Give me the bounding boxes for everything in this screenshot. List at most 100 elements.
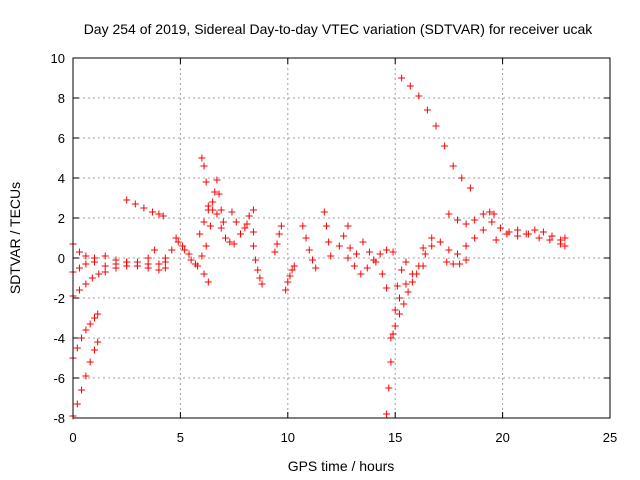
data-point [271, 248, 279, 256]
data-point [185, 250, 193, 258]
data-point [200, 270, 208, 278]
x-tick-labels: 0 5 10 15 20 25 [69, 430, 617, 445]
data-point [535, 234, 543, 242]
x-tick-label: 20 [495, 430, 509, 445]
data-point [340, 232, 348, 240]
data-point [365, 248, 373, 256]
data-point [449, 162, 457, 170]
data-point [387, 358, 395, 366]
data-point [557, 236, 565, 244]
data-point [258, 280, 266, 288]
data-point [155, 210, 163, 218]
data-point [88, 274, 96, 282]
y-axis-label: SDTVAR / TECUs [7, 182, 23, 294]
data-point [344, 222, 352, 230]
data-point [213, 176, 221, 184]
data-point [479, 210, 487, 218]
data-point [514, 232, 522, 240]
data-point [101, 262, 109, 270]
data-point [453, 250, 461, 258]
data-point [402, 280, 410, 288]
y-tick-label: -6 [53, 371, 65, 386]
data-point [359, 238, 367, 246]
data-point [82, 252, 90, 260]
data-point [372, 258, 380, 266]
data-point [449, 260, 457, 268]
data-point [284, 278, 292, 286]
data-point [172, 234, 180, 242]
y-tick-labels: -8 -6 -4 -2 0 2 4 6 8 10 [51, 51, 65, 426]
data-point [389, 248, 397, 256]
data-point [488, 218, 496, 226]
data-point [198, 154, 206, 162]
data-point [428, 234, 436, 242]
data-point [73, 344, 81, 352]
chart-title: Day 254 of 2019, Sidereal Day-to-day VTE… [84, 21, 594, 37]
data-point [123, 196, 131, 204]
data-point [400, 300, 408, 308]
data-point [254, 266, 262, 274]
data-point [353, 250, 361, 258]
data-point [245, 212, 253, 220]
data-point [82, 326, 90, 334]
data-point [148, 208, 156, 216]
data-point [187, 256, 195, 264]
data-point [174, 238, 182, 246]
data-point [322, 222, 330, 230]
data-point [161, 254, 169, 262]
data-point [441, 142, 449, 150]
data-point [496, 224, 504, 232]
axis-ticks [72, 57, 611, 419]
data-point [327, 252, 335, 260]
data-point [445, 210, 453, 218]
data-point [230, 240, 238, 248]
data-point [222, 234, 230, 242]
data-point [539, 228, 547, 236]
data-point [241, 224, 249, 232]
data-point [436, 238, 444, 246]
data-point [209, 198, 217, 206]
data-point [161, 264, 169, 272]
data-point [202, 242, 210, 250]
y-tick-label: 8 [58, 91, 65, 106]
data-point [346, 244, 354, 252]
data-point [249, 228, 257, 236]
data-point [312, 264, 320, 272]
data-point [123, 258, 131, 266]
data-point [391, 306, 399, 314]
data-point [531, 226, 539, 234]
data-point [78, 386, 86, 394]
data-point [243, 220, 251, 228]
x-tick-label: 5 [177, 430, 184, 445]
data-point [232, 218, 240, 226]
data-point [82, 372, 90, 380]
data-point [462, 220, 470, 228]
data-point [363, 264, 371, 272]
data-point [155, 260, 163, 268]
x-tick-label: 25 [603, 430, 617, 445]
data-point [200, 218, 208, 226]
data-point [505, 228, 513, 236]
data-point [393, 282, 401, 290]
data-point [213, 210, 221, 218]
data-point [112, 256, 120, 264]
y-tick-label: 2 [58, 211, 65, 226]
data-point [458, 174, 466, 182]
data-point [453, 216, 461, 224]
data-point [320, 208, 328, 216]
data-point [344, 254, 352, 262]
data-point [466, 184, 474, 192]
data-point [288, 266, 296, 274]
data-points [69, 74, 569, 420]
data-point [376, 250, 384, 258]
plot-frame [72, 57, 611, 419]
data-point [419, 244, 427, 252]
y-tick-label: 4 [58, 171, 65, 186]
data-point [309, 256, 317, 264]
data-point [90, 314, 98, 322]
data-point [228, 208, 236, 216]
data-point [299, 222, 307, 230]
data-point [479, 226, 487, 234]
y-tick-label: 6 [58, 131, 65, 146]
